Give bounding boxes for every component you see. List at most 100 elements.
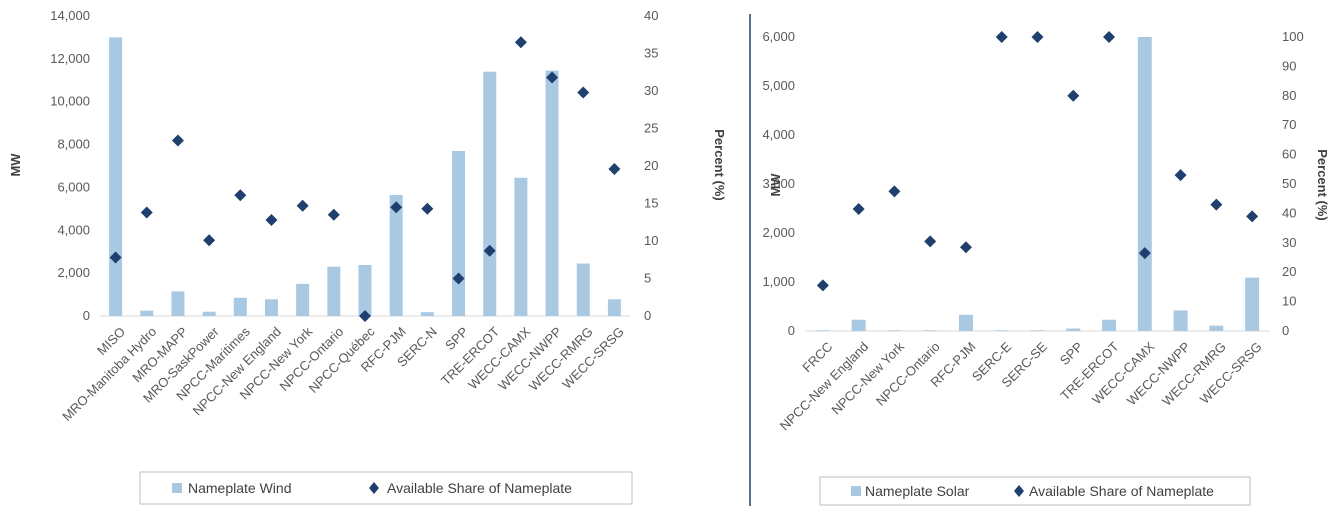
y2-tick-label: 30 (1282, 235, 1296, 250)
y-tick-label: 6,000 (762, 29, 795, 44)
bar (887, 330, 902, 331)
share-marker (421, 202, 434, 215)
y2-tick-label: 70 (1282, 117, 1296, 132)
legend-frame (139, 471, 633, 505)
bar (607, 299, 621, 316)
share-marker (296, 199, 309, 212)
bar (264, 299, 278, 316)
y2-tick-label: 50 (1282, 176, 1296, 191)
y-tick-label: 12,000 (50, 51, 90, 66)
bar (1245, 277, 1260, 331)
bar (815, 330, 830, 331)
bar (545, 70, 559, 317)
legend-bar-swatch (851, 486, 861, 496)
solar-chart: 0 1,000 2,000 3,000 4,000 5,000 6,000 0 10 20 30 4… (762, 29, 1330, 506)
share-marker (390, 201, 403, 214)
bar (514, 177, 528, 316)
share-marker (265, 214, 278, 226)
y-tick-label: 1,000 (762, 274, 795, 289)
bar (171, 291, 185, 316)
wind-chart-y-axis-title: MW (8, 153, 23, 177)
share-marker (514, 36, 527, 49)
y-tick-label: 5,000 (762, 78, 795, 93)
y2-tick-label: 40 (644, 8, 658, 23)
y2-tick-label: 35 (644, 46, 658, 61)
legend-label-available-share: Available Share of Nameplate (1029, 483, 1214, 499)
share-marker (1031, 31, 1044, 43)
y2-tick-label: 20 (644, 158, 658, 173)
share-marker (1138, 247, 1151, 260)
legend-label-nameplate-wind: Nameplate Wind (188, 480, 292, 496)
wind-chart: 02,0004,0006,0008,00010,00012,00014,000 … (8, 8, 727, 505)
share-marker (452, 272, 465, 285)
share-marker (1174, 169, 1187, 182)
y2-tick-label: 90 (1282, 58, 1296, 73)
bar (296, 283, 310, 316)
y-tick-label: 6,000 (57, 179, 90, 194)
share-marker (1210, 198, 1223, 211)
bar (851, 319, 866, 331)
bar (420, 312, 434, 316)
bar (994, 330, 1009, 331)
share-marker (203, 234, 216, 247)
y-tick-label: 0 (788, 323, 795, 338)
y2-tick-label: 100 (1282, 29, 1304, 44)
y2-tick-label: 0 (644, 308, 651, 323)
bar (1209, 325, 1224, 331)
y2-tick-label: 40 (1282, 205, 1296, 220)
bar (1030, 330, 1045, 331)
share-marker (140, 206, 153, 219)
y2-tick-label: 5 (644, 271, 651, 286)
y2-tick-label: 10 (644, 233, 658, 248)
bar (140, 310, 154, 316)
y2-tick-label: 10 (1282, 294, 1296, 309)
y-tick-label: 2,000 (57, 265, 90, 280)
share-marker (359, 310, 371, 322)
solar-chart-right-ticks: 0 10 20 30 40 50 60 70 80 90 100 (1282, 29, 1304, 338)
solar-chart-left-ticks: 0 1,000 2,000 3,000 4,000 5,000 6,000 (762, 29, 795, 338)
legend-diamond-swatch (1014, 485, 1024, 497)
y2-tick-label: 25 (644, 121, 658, 136)
share-marker (327, 208, 340, 221)
wind-chart-y2-axis-title: Percent (%) (712, 129, 727, 201)
share-marker (1246, 210, 1259, 223)
share-marker (171, 134, 184, 147)
y-tick-label: 2,000 (762, 225, 795, 240)
share-marker (608, 163, 621, 175)
solar-chart-y2-axis-title: Percent (%) (1315, 149, 1330, 221)
wind-chart-markers (109, 36, 621, 322)
bar (958, 314, 973, 331)
share-marker (816, 279, 829, 292)
share-marker (109, 251, 122, 264)
wind-chart-bars (109, 37, 621, 317)
bar (1066, 328, 1081, 331)
solar-chart-bars (815, 37, 1260, 331)
y-tick-label: 14,000 (50, 8, 90, 23)
bar (202, 311, 216, 316)
y2-tick-label: 15 (644, 196, 658, 211)
y2-tick-label: 80 (1282, 88, 1296, 103)
share-marker (1103, 31, 1116, 43)
wind-chart-legend: Nameplate Wind Available Share of Namepl… (139, 471, 633, 505)
bar (109, 37, 123, 317)
y-tick-label: 4,000 (57, 222, 90, 237)
legend-label-nameplate-solar: Nameplate Solar (865, 483, 970, 499)
y-tick-label: 10,000 (50, 94, 90, 109)
share-marker (577, 86, 590, 99)
bar (233, 297, 247, 316)
share-marker (1067, 89, 1080, 102)
bar (452, 151, 466, 316)
y-tick-label: 4,000 (762, 127, 795, 142)
legend-diamond-swatch (369, 482, 379, 494)
share-marker (546, 71, 559, 84)
wind-chart-right-ticks: 0 5 10 15 20 25 30 35 40 (644, 8, 658, 323)
bar (1137, 37, 1152, 331)
legend-bar-swatch (172, 483, 182, 493)
share-marker (234, 189, 247, 202)
share-marker (995, 31, 1008, 43)
y-tick-label: 8,000 (57, 137, 90, 152)
bar (576, 263, 590, 316)
solar-chart-markers (816, 31, 1259, 292)
bar (389, 194, 403, 316)
